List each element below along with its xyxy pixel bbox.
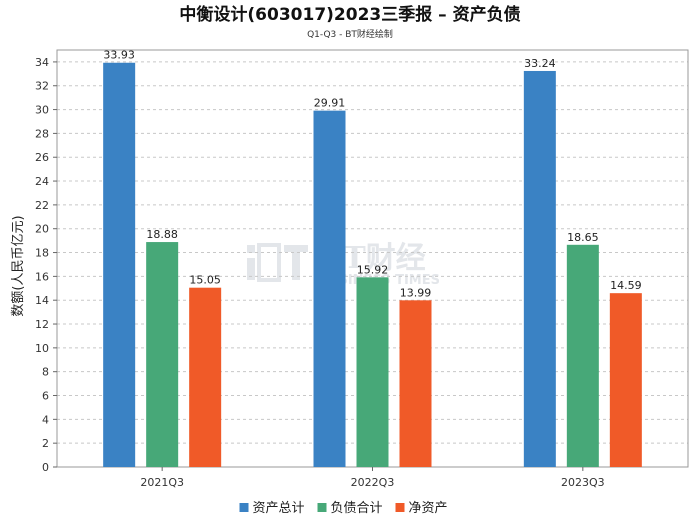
y-tick-label: 30: [35, 104, 49, 117]
x-tick-label: 2022Q3: [351, 476, 395, 489]
bar-净资产-2021Q3: [189, 287, 222, 467]
bar-负债合计-2023Q3: [566, 244, 599, 467]
y-tick-label: 18: [35, 247, 49, 260]
y-tick-label: 6: [42, 390, 49, 403]
x-tick-label: 2021Q3: [140, 476, 184, 489]
y-tick-label: 4: [42, 413, 49, 426]
data-label: 33.93: [103, 49, 135, 62]
chart-title: 中衡设计(603017)2023三季报 – 资产负债: [179, 4, 520, 25]
bar-资产总计-2022Q3: [313, 110, 346, 468]
data-label: 18.65: [567, 231, 599, 244]
y-tick-label: 20: [35, 223, 49, 236]
bar-资产总计-2023Q3: [523, 70, 556, 467]
y-tick-label: 10: [35, 342, 49, 355]
data-label: 13.99: [400, 286, 432, 299]
legend-swatch: [395, 503, 405, 512]
data-label: 18.88: [146, 228, 178, 241]
data-label: 15.05: [189, 274, 221, 287]
y-tick-label: 16: [35, 270, 49, 283]
legend-item: 负债合计: [331, 501, 383, 516]
bar-负债合计-2021Q3: [146, 242, 179, 467]
data-label: 33.24: [524, 57, 556, 70]
legend-item: 资产总计: [253, 501, 305, 516]
y-tick-label: 32: [35, 80, 49, 93]
data-label: 14.59: [610, 279, 642, 292]
data-label: 15.92: [357, 263, 389, 276]
bar-净资产-2022Q3: [399, 300, 432, 467]
legend-item: 净资产: [409, 501, 448, 516]
y-tick-label: 26: [35, 151, 49, 164]
bar-负债合计-2022Q3: [356, 277, 389, 467]
data-label: 29.91: [314, 97, 346, 110]
y-tick-label: 8: [42, 366, 49, 379]
y-tick-label: 2: [42, 437, 49, 450]
y-tick-label: 14: [35, 294, 49, 307]
y-tick-label: 12: [35, 318, 49, 331]
y-tick-label: 34: [35, 56, 49, 69]
bar-资产总计-2021Q3: [103, 62, 136, 467]
y-axis-label: 数额(人民币亿元): [11, 215, 26, 316]
chart-subtitle: Q1-Q3 - BT财经绘制: [307, 28, 393, 40]
y-tick-label: 0: [42, 461, 49, 474]
x-tick-label: 2023Q3: [561, 476, 605, 489]
y-tick-label: 22: [35, 199, 49, 212]
legend-swatch: [239, 503, 249, 512]
y-tick-label: 24: [35, 175, 49, 188]
legend-swatch: [317, 503, 327, 512]
y-tick-label: 28: [35, 127, 49, 140]
bar-净资产-2023Q3: [609, 293, 642, 467]
